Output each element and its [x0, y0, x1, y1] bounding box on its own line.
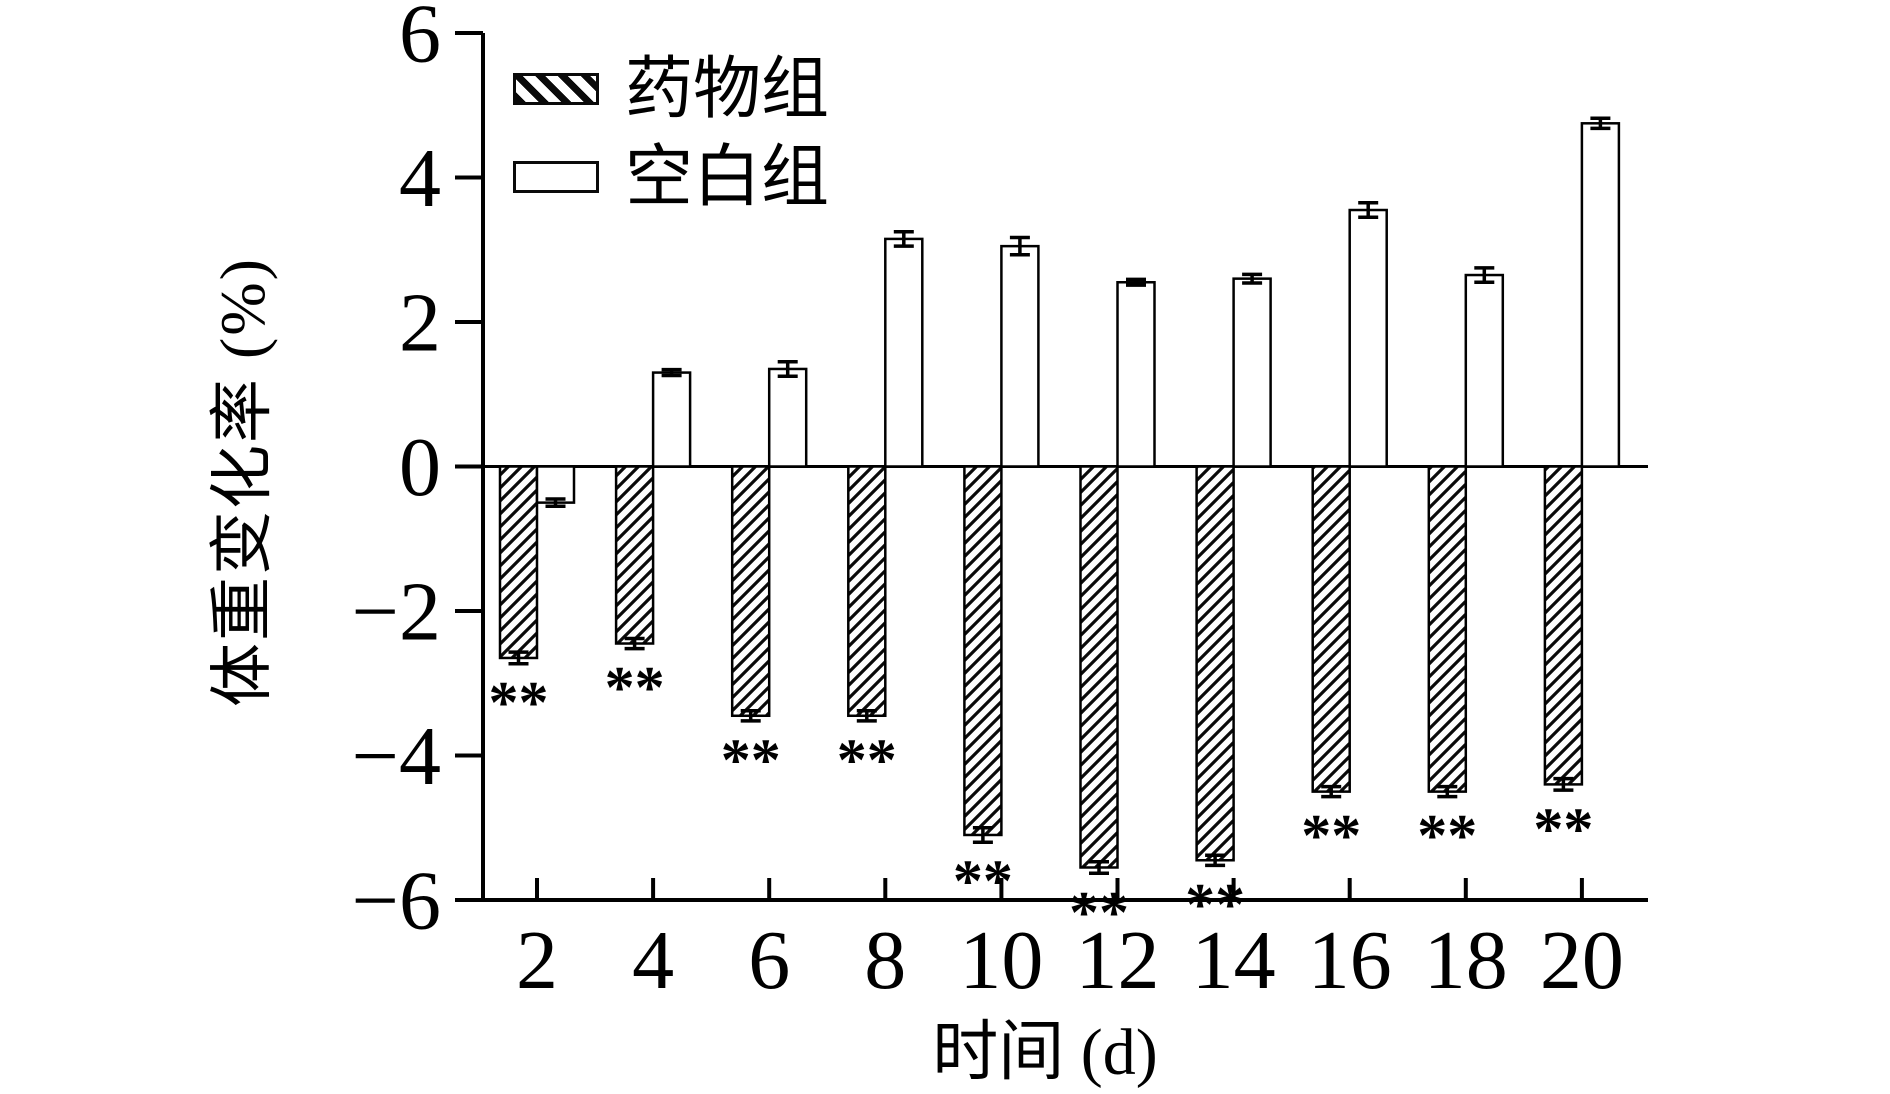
bar-blank-2 — [535, 465, 576, 504]
error-bar-blank-18 — [1474, 266, 1495, 285]
legend-label-drug: 药物组 — [625, 51, 830, 127]
bar-blank-8 — [884, 237, 924, 468]
legend-item-drug: 药物组 — [513, 51, 830, 127]
sig-marker-6: ** — [721, 727, 781, 793]
error-bar-drug-6 — [740, 708, 761, 723]
sig-marker-8: ** — [837, 727, 897, 793]
bar-drug-6 — [730, 465, 771, 718]
x-tick-label-10: 10 — [959, 914, 1043, 1007]
bar-blank-4 — [651, 371, 692, 468]
sig-marker-10: ** — [953, 848, 1013, 914]
legend-label-blank: 空白组 — [625, 139, 830, 215]
x-tick-label-14: 14 — [1192, 914, 1276, 1007]
bar-blank-10 — [1000, 244, 1040, 468]
x-tick-label-4: 4 — [632, 914, 674, 1007]
error-bar-drug-20 — [1553, 776, 1574, 792]
error-bar-drug-8 — [856, 708, 877, 723]
x-tick-label-6: 6 — [748, 914, 790, 1007]
error-bar-blank-6 — [777, 359, 798, 378]
x-tick-label-2: 2 — [516, 914, 558, 1007]
error-bar-blank-8 — [893, 229, 914, 248]
error-bar-blank-4 — [661, 367, 682, 378]
bar-drug-10 — [963, 465, 1003, 837]
legend-item-blank: 空白组 — [513, 139, 830, 215]
bar-blank-12 — [1116, 281, 1156, 468]
sig-marker-16: ** — [1301, 803, 1361, 869]
legend: 药物组 空白组 — [513, 51, 830, 215]
sig-marker-2: ** — [489, 670, 549, 736]
y-tick-label-2: 2 — [399, 277, 441, 370]
error-bar-drug-4 — [624, 636, 645, 651]
bar-blank-16 — [1348, 208, 1388, 468]
x-tick-label-20: 20 — [1540, 914, 1624, 1007]
error-bar-drug-12 — [1089, 859, 1109, 876]
error-bar-drug-2 — [508, 650, 529, 666]
error-bar-drug-10 — [972, 826, 993, 844]
error-bar-drug-18 — [1437, 784, 1458, 799]
bar-drug-14 — [1195, 465, 1235, 862]
sig-marker-4: ** — [605, 655, 665, 721]
x-tick-label-16: 16 — [1308, 914, 1392, 1007]
bar-drug-2 — [498, 465, 539, 660]
sig-marker-18: ** — [1417, 803, 1477, 869]
y-tick-label-−6: −6 — [352, 855, 441, 948]
error-bar-blank-16 — [1358, 201, 1379, 219]
bar-blank-20 — [1580, 122, 1621, 468]
error-bar-drug-14 — [1205, 853, 1226, 868]
y-tick-label-4: 4 — [399, 132, 441, 225]
bar-drug-4 — [614, 465, 655, 645]
sig-marker-20: ** — [1533, 796, 1593, 862]
bar-drug-16 — [1311, 465, 1351, 793]
error-bar-blank-2 — [545, 497, 566, 508]
y-tick-label-6: 6 — [399, 0, 441, 81]
error-bar-blank-12 — [1126, 277, 1146, 287]
bar-drug-18 — [1427, 465, 1468, 793]
y-tick-label-−4: −4 — [352, 710, 441, 803]
error-bar-drug-16 — [1321, 784, 1342, 799]
bar-blank-18 — [1464, 273, 1505, 468]
error-bar-blank-10 — [1009, 235, 1030, 257]
bar-blank-14 — [1232, 277, 1272, 468]
bar-blank-6 — [767, 367, 808, 468]
x-tick-label-18: 18 — [1424, 914, 1508, 1007]
x-tick-label-8: 8 — [864, 914, 906, 1007]
y-tick-label-0: 0 — [399, 421, 441, 514]
y-axis-title: 体重变化率 (%) — [207, 257, 278, 707]
error-bar-blank-20 — [1590, 116, 1611, 131]
bar-drug-12 — [1079, 465, 1119, 869]
bar-drug-8 — [847, 465, 887, 718]
y-tick-label-−2: −2 — [352, 566, 441, 659]
x-tick-label-12: 12 — [1076, 914, 1160, 1007]
legend-swatch-open — [513, 161, 599, 193]
x-axis-title: 时间 (d) — [932, 1016, 1158, 1089]
error-bar-blank-14 — [1242, 272, 1263, 285]
legend-swatch-hatched — [513, 73, 599, 105]
bar-drug-20 — [1543, 465, 1584, 786]
